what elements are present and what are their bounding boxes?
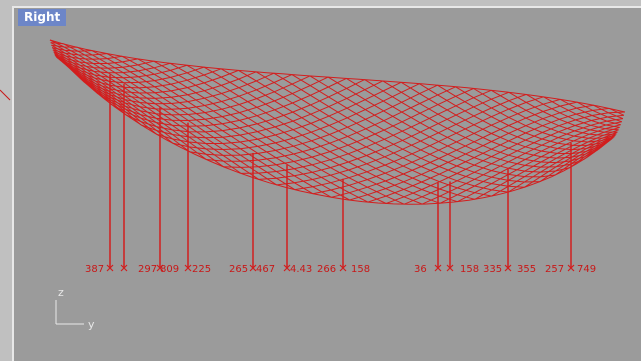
mesh-line xyxy=(156,81,402,144)
mesh-line xyxy=(593,104,624,120)
mesh-line xyxy=(491,89,617,136)
mesh-line xyxy=(385,111,626,204)
mesh-line xyxy=(327,76,571,173)
column-label: 809 xyxy=(160,264,179,275)
mesh-line xyxy=(543,96,620,128)
mesh-line xyxy=(223,88,474,168)
mesh-line xyxy=(59,57,275,105)
column-label: 158 xyxy=(351,264,370,275)
column-base-marker xyxy=(283,264,291,272)
column-labels: 387 297 809 225 265 467 4.43 266 158 36 … xyxy=(85,264,596,275)
mesh-line xyxy=(576,101,622,123)
column-label: 335 xyxy=(483,264,502,275)
mesh-line xyxy=(331,101,578,198)
mesh-line xyxy=(51,47,224,168)
mesh-line xyxy=(125,79,365,133)
mesh-line xyxy=(276,93,527,186)
axis-z-label: z xyxy=(58,286,64,299)
mesh-line xyxy=(240,89,492,174)
mesh-line xyxy=(554,136,615,176)
column-label: 158 xyxy=(460,264,479,275)
axis-y-label: y xyxy=(88,318,95,331)
column-base-marker xyxy=(339,264,347,272)
mesh-line xyxy=(455,86,615,143)
mesh-line xyxy=(206,86,456,162)
mesh-line xyxy=(172,83,420,151)
mesh-line xyxy=(51,44,242,174)
mesh-line xyxy=(294,96,544,191)
column-base-marker xyxy=(120,264,128,272)
column-base-marker xyxy=(106,264,114,272)
mesh-line xyxy=(312,98,561,195)
column-label: 355 xyxy=(517,264,536,275)
column-label: 36 xyxy=(414,264,427,275)
column-base-marker xyxy=(446,264,454,272)
column-label: 266 xyxy=(317,264,336,275)
viewport-title-tab[interactable]: Right xyxy=(18,9,67,26)
mesh-line xyxy=(491,129,619,197)
mesh-line xyxy=(526,93,619,131)
column-label: 467 xyxy=(256,264,275,275)
stray-line xyxy=(0,89,11,101)
mesh-line xyxy=(609,107,625,116)
column-base-marker xyxy=(156,264,164,272)
mesh-line xyxy=(153,60,405,205)
mesh-line xyxy=(400,81,612,155)
mesh-line xyxy=(569,137,614,169)
mesh-line xyxy=(349,104,594,201)
mesh-line xyxy=(508,131,618,193)
column-label: 749 xyxy=(577,264,596,275)
mesh-line xyxy=(84,75,311,116)
mesh-line xyxy=(437,84,614,146)
mesh-line xyxy=(508,91,618,133)
roof-mesh xyxy=(49,39,626,205)
column-base-marker xyxy=(434,264,442,272)
column-label: 225 xyxy=(192,264,211,275)
mesh-line xyxy=(404,114,624,205)
mesh-line xyxy=(49,39,626,113)
mesh-line xyxy=(141,80,384,139)
column-label: 265 xyxy=(229,264,248,275)
mesh-line xyxy=(367,107,610,203)
mesh-line xyxy=(539,134,616,183)
column-label: 257 xyxy=(545,264,564,275)
mesh-line xyxy=(71,69,293,110)
column-label: 387 xyxy=(85,264,104,275)
support-columns xyxy=(106,74,575,272)
mesh-line xyxy=(439,121,622,204)
axis-gizmo: z y xyxy=(55,286,95,331)
mesh-line xyxy=(560,98,621,126)
column-label: 4.43 xyxy=(290,264,312,275)
mesh-line xyxy=(111,77,347,127)
mesh-line xyxy=(63,43,295,191)
mesh-line xyxy=(137,58,387,204)
column-base-marker xyxy=(184,264,192,272)
column-base-marker xyxy=(567,264,575,272)
mesh-line xyxy=(258,91,510,180)
column-base-marker xyxy=(249,264,257,272)
mesh-line xyxy=(457,124,621,203)
mesh-line xyxy=(121,55,369,203)
column-base-marker xyxy=(504,264,512,272)
mesh-line xyxy=(189,84,438,156)
mesh-line xyxy=(97,76,329,122)
mesh-line xyxy=(59,57,611,205)
column-label: 297 xyxy=(138,264,157,275)
